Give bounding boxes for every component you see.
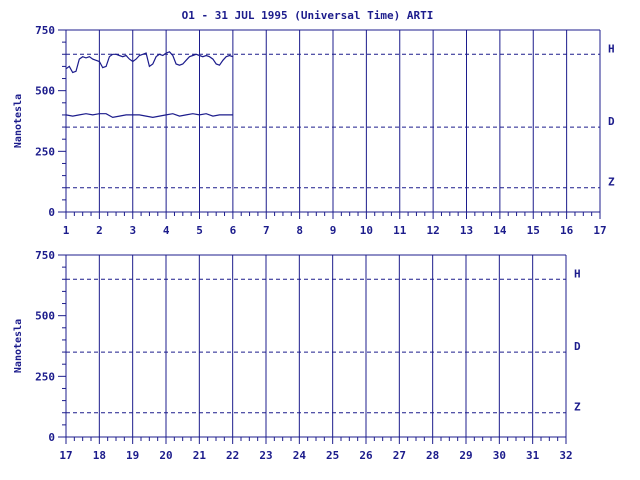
x-tick-label: 3 [129, 224, 136, 237]
x-tick-label: 21 [193, 449, 207, 462]
x-tick-label: 32 [559, 449, 572, 462]
x-tick-label: 22 [226, 449, 239, 462]
x-tick-label: 20 [159, 449, 172, 462]
y-axis-label: Nanotesla [13, 94, 24, 148]
component-label-z: Z [608, 176, 615, 189]
x-tick-label: 7 [263, 224, 270, 237]
x-tick-label: 2 [96, 224, 103, 237]
y-tick-label: 750 [35, 24, 55, 37]
x-tick-label: 8 [296, 224, 303, 237]
x-tick-label: 5 [196, 224, 203, 237]
component-label-z: Z [574, 401, 581, 414]
x-tick-label: 6 [230, 224, 237, 237]
x-tick-label: 4 [163, 224, 170, 237]
series-line-d [65, 113, 233, 119]
x-tick-label: 30 [493, 449, 506, 462]
y-tick-label: 250 [35, 370, 55, 383]
x-tick-label: 1 [63, 224, 70, 237]
x-tick-label: 13 [460, 224, 473, 237]
x-tick-label: 17 [593, 224, 606, 237]
x-tick-label: 9 [330, 224, 337, 237]
x-tick-label: 19 [126, 449, 139, 462]
chart-title: O1 - 31 JUL 1995 (Universal Time) ARTI [181, 9, 434, 22]
x-tick-label: 28 [426, 449, 439, 462]
x-tick-label: 29 [459, 449, 472, 462]
x-tick-label: 24 [293, 449, 307, 462]
x-tick-label: 15 [527, 224, 540, 237]
y-tick-label: 500 [35, 310, 55, 323]
component-label-h: H [608, 42, 615, 55]
x-tick-label: 11 [393, 224, 407, 237]
x-tick-label: 31 [526, 449, 540, 462]
y-tick-label: 0 [48, 431, 55, 444]
y-tick-label: 0 [48, 206, 55, 219]
component-label-h: H [574, 267, 581, 280]
panel-top: 1 2 3 4 5 6 7 8 9 10 11 12 13 14 15 16 170250500750Nanot… [13, 24, 615, 237]
panel-bottom: 17 18 19 20 21 22 23 24 25 26 27 28 29 30 31 32 0 250 500 7… [13, 249, 581, 462]
y-tick-label: 500 [35, 85, 55, 98]
x-tick-label: 25 [326, 449, 339, 462]
x-tick-label: 18 [93, 449, 106, 462]
x-tick-label: 26 [359, 449, 373, 462]
y-axis-label: Nanotesla [13, 319, 24, 373]
x-tick-label: 23 [259, 449, 272, 462]
x-tick-label: 12 [427, 224, 440, 237]
y-tick-label: 250 [35, 145, 55, 158]
component-label-d: D [608, 115, 615, 128]
x-tick-label: 14 [493, 224, 507, 237]
x-tick-label: 27 [393, 449, 406, 462]
x-tick-label: 17 [59, 449, 72, 462]
x-tick-label: 10 [360, 224, 373, 237]
y-tick-label: 750 [35, 249, 55, 262]
x-tick-label: 16 [560, 224, 574, 237]
series-line-h [65, 51, 234, 74]
component-label-d: D [574, 340, 581, 353]
